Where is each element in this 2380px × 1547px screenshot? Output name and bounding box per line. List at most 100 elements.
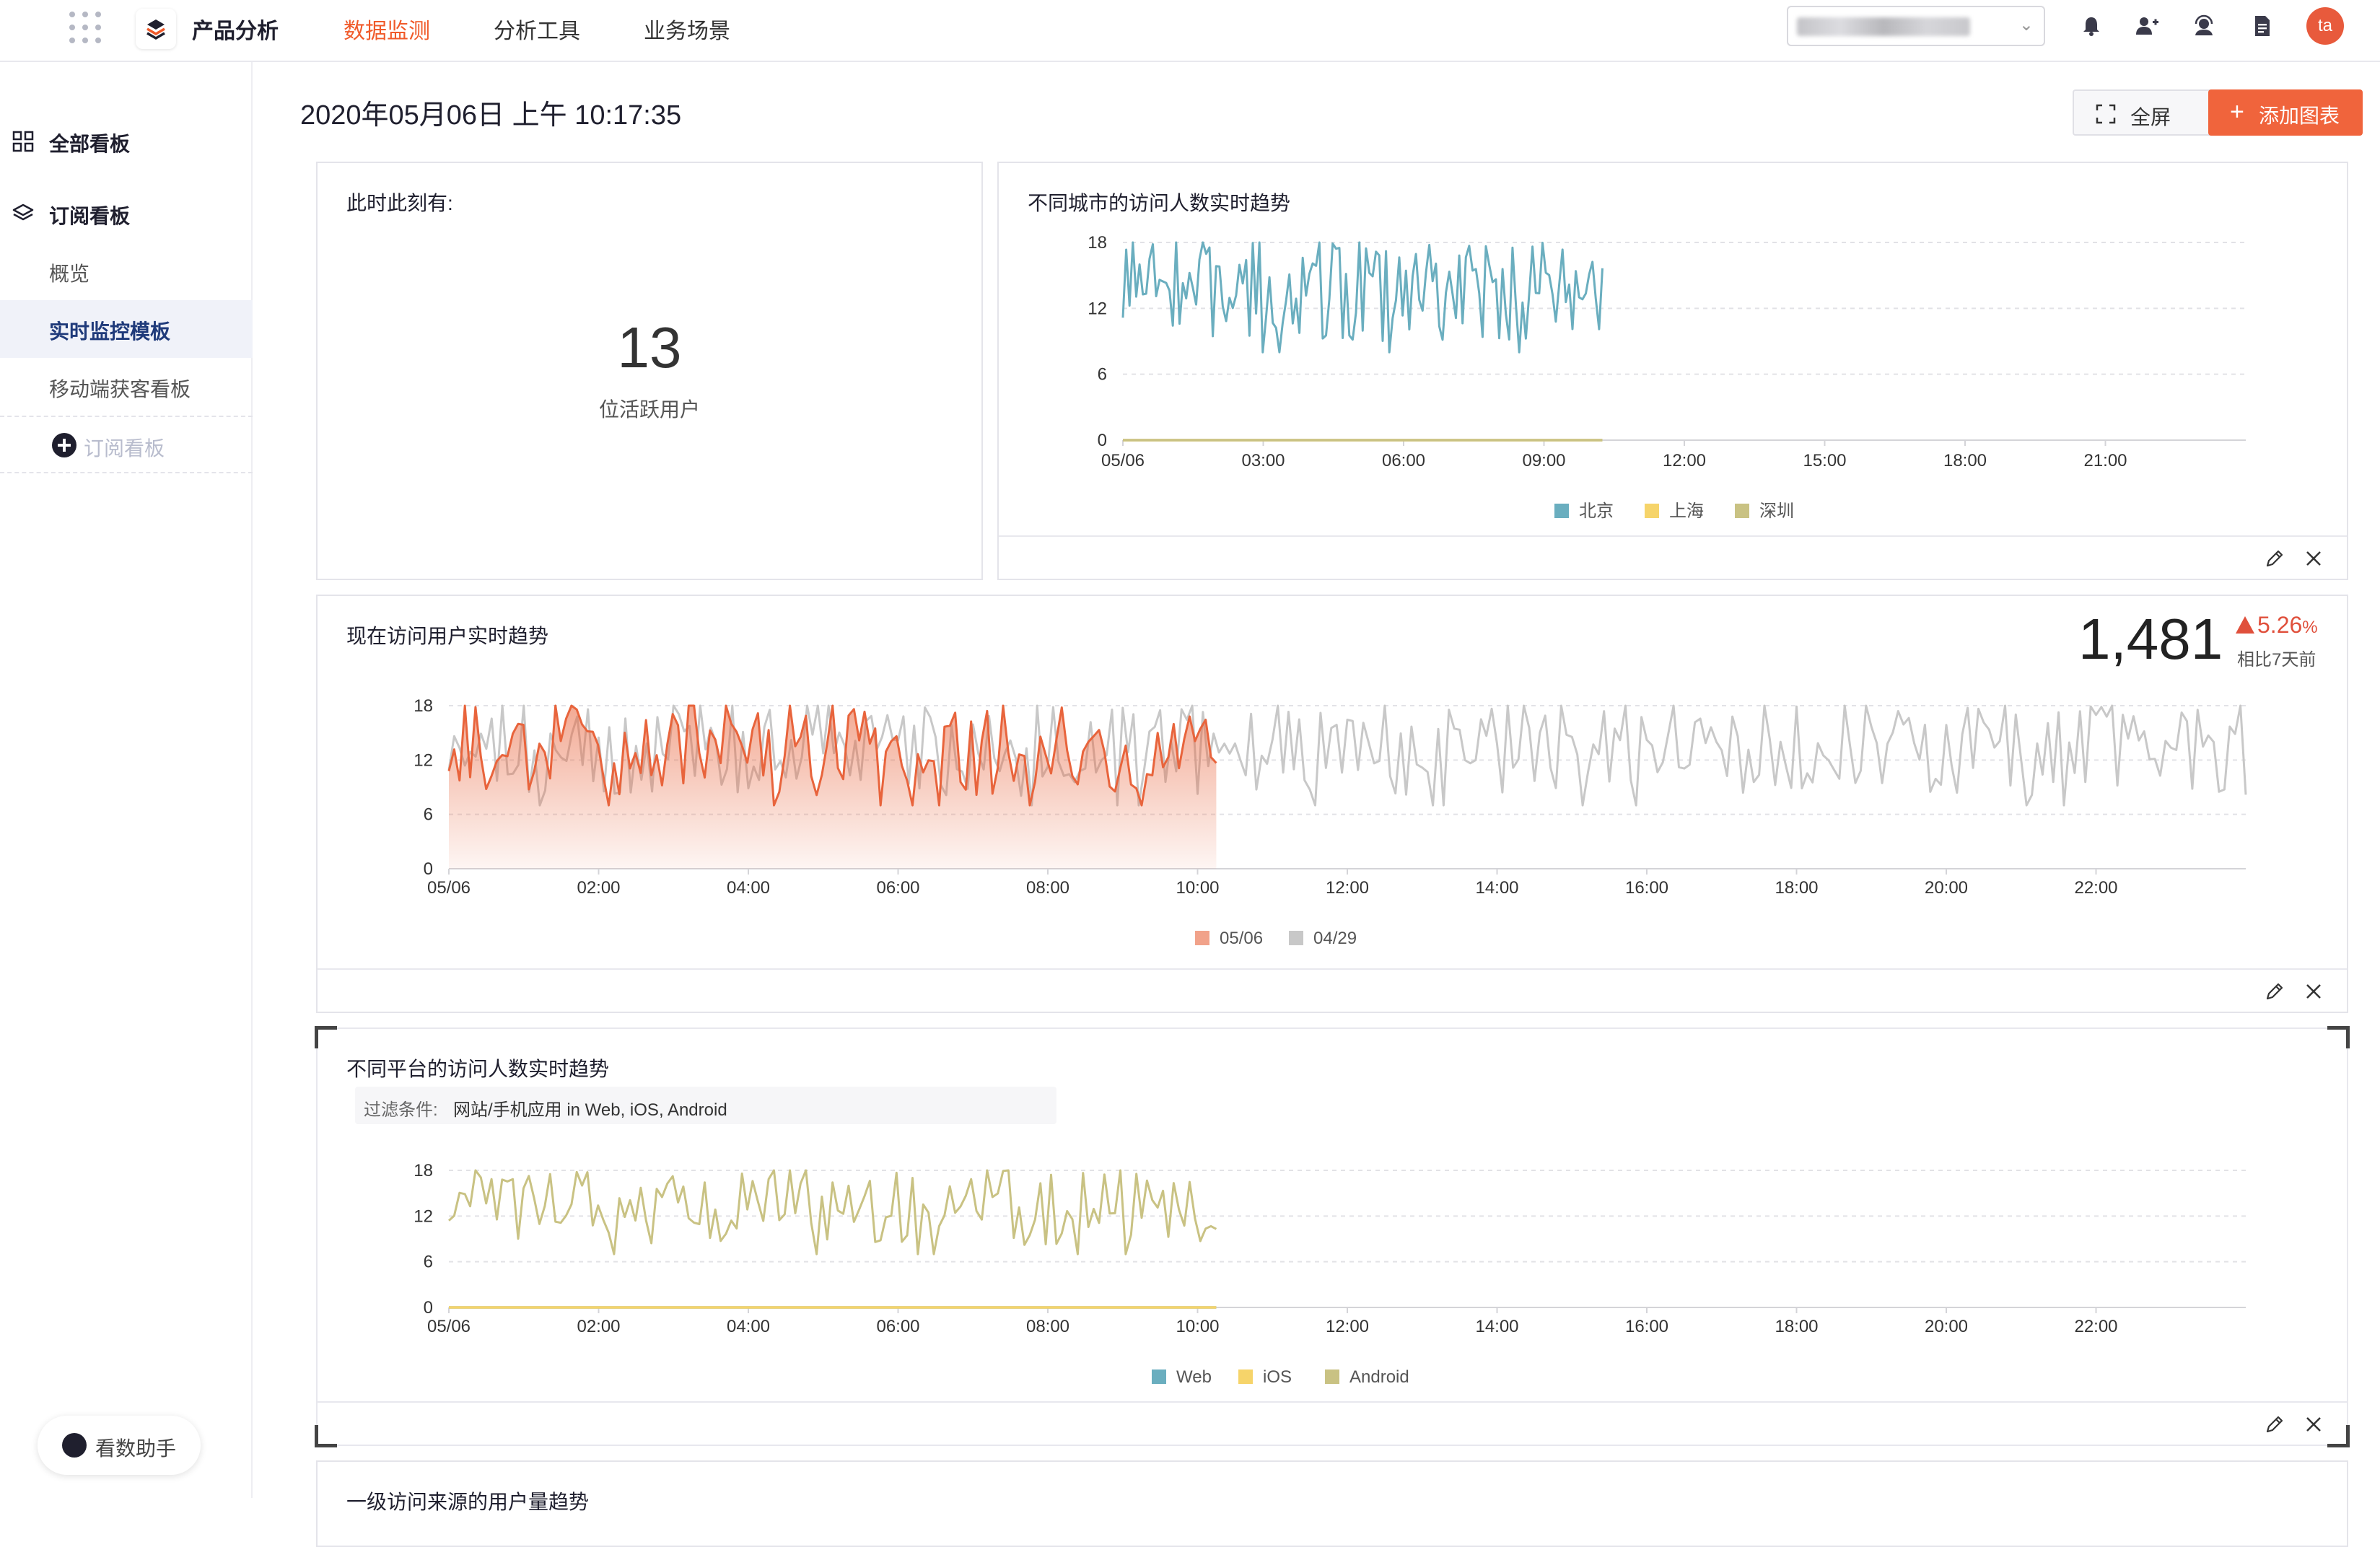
x-tick-label: 18:00: [1775, 1317, 1818, 1336]
legend-label: 上海: [1669, 501, 1704, 521]
sidebar-item-label: 移动端获客看板: [49, 378, 191, 400]
sidebar-item-all-boards[interactable]: 全部看板: [0, 111, 251, 169]
x-tick-label: 03:00: [1241, 451, 1285, 470]
legend-label: 04/29: [1313, 929, 1357, 948]
resize-corner-top-right[interactable]: [2327, 1026, 2350, 1048]
resize-corner-top-left[interactable]: [315, 1026, 337, 1048]
add-chart-label: 添加图表: [2259, 105, 2340, 127]
x-tick-label: 04:00: [727, 878, 770, 898]
legend-swatch: [1238, 1369, 1253, 1384]
add-user-icon[interactable]: [2133, 13, 2159, 39]
x-tick-label: 06:00: [876, 1317, 919, 1336]
x-tick-label: 05/06: [427, 878, 471, 898]
subscribe-board-button[interactable]: 订阅看板: [0, 416, 253, 473]
subscribe-board-label: 订阅看板: [84, 437, 165, 460]
y-tick-label: 18: [414, 1161, 433, 1180]
layers-icon: [12, 203, 34, 221]
city-trend-card: 不同城市的访问人数实时趋势 0 6 12 18 05/06 03:00 06:00 09:00…: [997, 162, 2348, 580]
resize-corner-bottom-left[interactable]: [315, 1425, 337, 1447]
nav-business-scenes[interactable]: 业务场景: [644, 19, 730, 43]
brand-name: 产品分析: [192, 19, 279, 43]
product-logo-icon[interactable]: [136, 9, 176, 49]
top-bar: 产品分析 数据监测 分析工具 业务场景 ⌄ ta: [0, 0, 2380, 62]
x-tick-label: 14:00: [1475, 1317, 1518, 1336]
x-tick-label: 18:00: [1775, 878, 1818, 898]
close-icon[interactable]: [2302, 1413, 2325, 1436]
edit-icon[interactable]: [2263, 1413, 2286, 1436]
x-tick-label: 10:00: [1176, 1317, 1219, 1336]
x-tick-label: 09:00: [1522, 451, 1565, 470]
edit-icon[interactable]: [2263, 547, 2286, 570]
user-avatar[interactable]: ta: [2306, 7, 2344, 45]
x-tick-label: 06:00: [1382, 451, 1425, 470]
series-line-北京: [1121, 241, 1604, 354]
legend-swatch: [1195, 931, 1209, 945]
kpi-change-unit: %: [2302, 618, 2318, 637]
filter-label: 过滤条件:: [364, 1100, 438, 1120]
kpi-compare: 相比7天前: [2237, 650, 2316, 670]
sidebar-item-label: 订阅看板: [49, 205, 131, 227]
series-area-05/06: [449, 706, 1217, 869]
legend-swatch: [1735, 504, 1749, 518]
apps-grid-icon[interactable]: [69, 12, 101, 43]
user-trend-chart: 0 6 12 18 05/06 02:00 04:00 06:00 08:00 10:00 12:0…: [414, 696, 2247, 948]
x-tick-label: 20:00: [1925, 878, 1968, 898]
sidebar-item-subscribed-boards[interactable]: 订阅看板: [0, 183, 251, 241]
sidebar-item-realtime-template[interactable]: 实时监控模板: [0, 300, 253, 358]
sidebar-item-overview[interactable]: 概览: [0, 242, 253, 300]
x-tick-label: 08:00: [1026, 878, 1069, 898]
platform-trend-card: 不同平台的访问人数实时趋势 过滤条件: 网站/手机应用 in Web, iOS,…: [315, 1026, 2350, 1447]
legend-swatch: [1645, 504, 1659, 518]
filter-condition: 过滤条件: 网站/手机应用 in Web, iOS, Android: [355, 1087, 1056, 1124]
card-footer: [318, 1401, 2347, 1445]
y-tick-label: 6: [1098, 365, 1107, 385]
x-tick-label: 12:00: [1326, 1317, 1369, 1336]
assistant-button[interactable]: 看数助手: [38, 1416, 201, 1475]
x-tick-label: 10:00: [1176, 878, 1219, 898]
sidebar-item-mobile-acquisition[interactable]: 移动端获客看板: [0, 358, 253, 416]
x-tick-label: 06:00: [876, 878, 919, 898]
kpi-value: 1,481: [2078, 607, 2223, 671]
edit-icon[interactable]: [2263, 980, 2286, 1003]
fullscreen-icon: [2096, 104, 2116, 124]
city-trend-chart: 0 6 12 18 05/06 03:00 06:00 09:00 12:00 15:00 18:0…: [1088, 233, 2246, 521]
project-select[interactable]: ⌄: [1787, 6, 2045, 46]
fullscreen-button[interactable]: 全屏: [2073, 89, 2214, 136]
x-tick-label: 18:00: [1943, 451, 1987, 470]
assistant-label: 看数助手: [95, 1437, 177, 1460]
add-chart-button[interactable]: + 添加图表: [2208, 89, 2363, 136]
x-tick-label: 21:00: [2083, 451, 2127, 470]
x-tick-label: 22:00: [2074, 1317, 2117, 1336]
card-title: 此时此刻有:: [346, 192, 453, 214]
bell-icon[interactable]: [2078, 13, 2104, 39]
plus-circle-icon: [52, 433, 76, 457]
sidebar-item-label: 全部看板: [49, 133, 131, 155]
support-agent-icon[interactable]: [2191, 13, 2217, 39]
card-footer: [999, 535, 2347, 579]
x-tick-label: 05/06: [1101, 451, 1145, 470]
legend-label: 北京: [1579, 501, 1614, 521]
y-tick-label: 0: [424, 1298, 433, 1318]
document-icon[interactable]: [2249, 13, 2275, 39]
y-tick-label: 18: [1088, 233, 1107, 253]
sidebar: 全部看板 订阅看板 概览 实时监控模板 移动端获客看板 订阅看板: [0, 62, 253, 1498]
assistant-icon: [62, 1433, 87, 1458]
active-users-card: 此时此刻有: 13 位活跃用户: [316, 162, 983, 580]
y-tick-label: 6: [424, 1253, 433, 1272]
close-icon[interactable]: [2302, 547, 2325, 570]
card-title: 一级访问来源的用户量趋势: [346, 1491, 590, 1513]
nav-analysis-tools[interactable]: 分析工具: [494, 19, 580, 43]
close-icon[interactable]: [2302, 980, 2325, 1003]
fullscreen-label: 全屏: [2130, 106, 2171, 128]
y-tick-label: 0: [424, 859, 433, 879]
x-tick-label: 05/06: [427, 1317, 471, 1336]
nav-data-monitor[interactable]: 数据监测: [344, 19, 430, 43]
x-tick-label: 02:00: [577, 1317, 620, 1336]
project-name-blurred: [1797, 17, 1970, 36]
x-tick-label: 12:00: [1326, 878, 1369, 898]
platform-trend-chart: 0 6 12 18 05/06 02:00 04:00 06:00 08:00 10:00 12:0…: [414, 1161, 2246, 1387]
y-tick-label: 0: [1098, 431, 1107, 450]
x-tick-label: 08:00: [1026, 1317, 1069, 1336]
legend-label: 05/06: [1220, 929, 1263, 948]
resize-corner-bottom-right[interactable]: [2327, 1425, 2350, 1447]
